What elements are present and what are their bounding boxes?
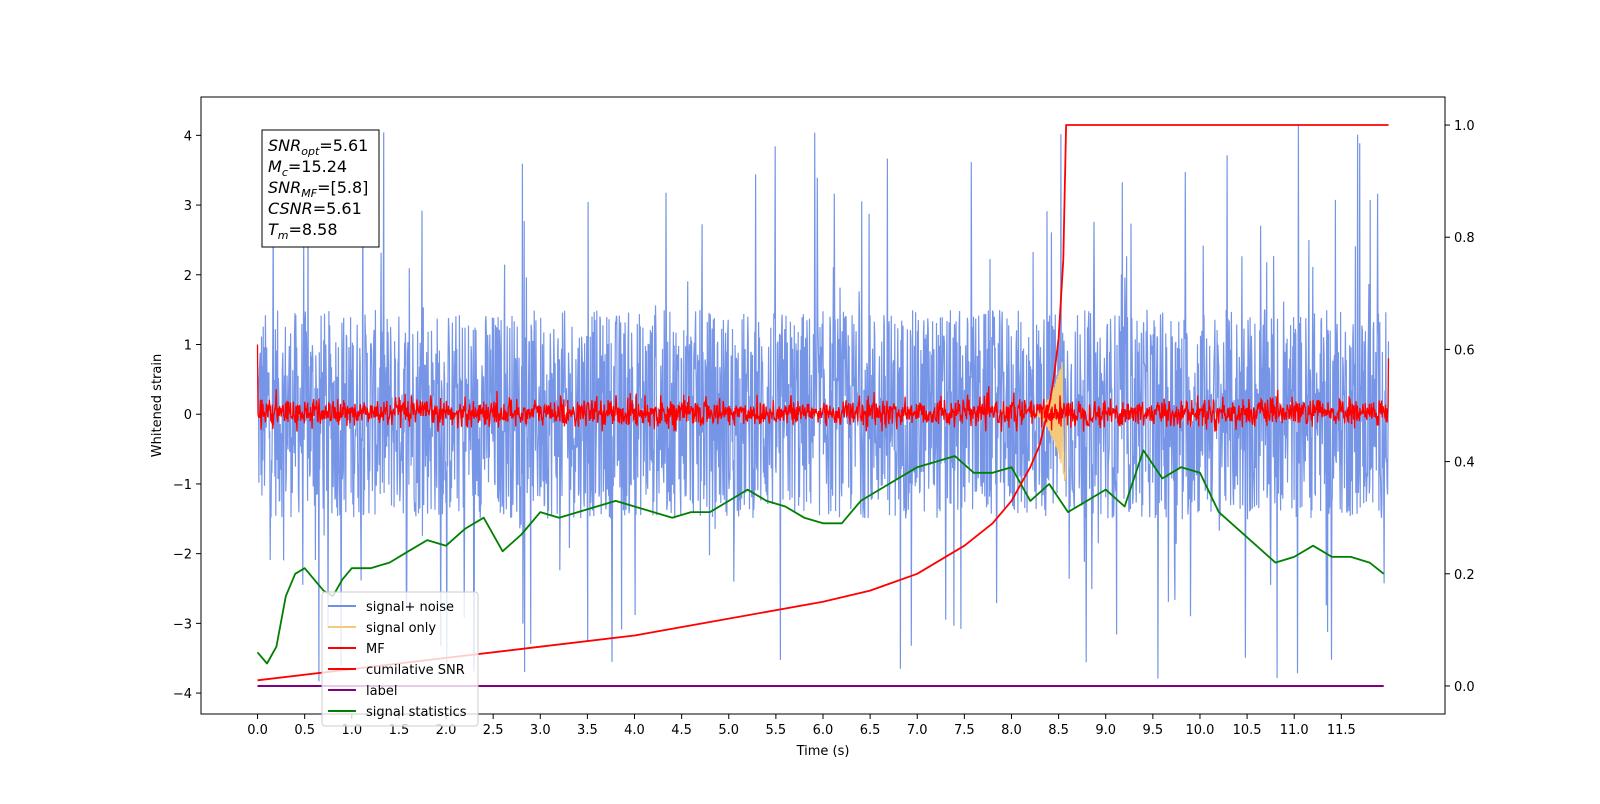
legend-label: label xyxy=(366,684,397,699)
x-tick-label: 4.5 xyxy=(671,723,692,738)
x-tick-label: 5.5 xyxy=(766,723,787,738)
series-signal-statistics-line xyxy=(256,449,1385,665)
legend-label: MF xyxy=(366,642,385,657)
legend-label: cumilative SNR xyxy=(366,663,465,678)
x-tick-label: 10.0 xyxy=(1185,723,1214,738)
y2-tick-label: 0.8 xyxy=(1454,231,1475,246)
x-tick-label: 1.0 xyxy=(341,723,362,738)
x-tick-label: 11.5 xyxy=(1327,723,1356,738)
y-tick-label: −1 xyxy=(173,478,192,493)
y2-tick-label: 0.6 xyxy=(1454,343,1475,358)
x-tick-label: 7.5 xyxy=(954,723,975,738)
x-tick-label: 0.0 xyxy=(247,723,268,738)
legend-label: signal+ noise xyxy=(366,600,454,615)
x-tick-label: 0.5 xyxy=(294,723,315,738)
legend-frame xyxy=(321,591,479,727)
y-tick-label: 1 xyxy=(184,338,192,353)
x-tick-label: 8.5 xyxy=(1048,723,1069,738)
y-tick-label: 2 xyxy=(184,269,192,284)
y-tick-label: −3 xyxy=(173,617,192,632)
y-tick-label: 4 xyxy=(184,129,192,144)
info-box-frame xyxy=(261,129,380,248)
info-box-line: SNRopt=5.61 xyxy=(268,136,368,158)
x-tick-label: 9.5 xyxy=(1143,723,1164,738)
info-box-line: CSNR=5.61 xyxy=(268,199,362,218)
x-tick-label: 10.5 xyxy=(1233,723,1262,738)
y2-tick-label: 0.4 xyxy=(1454,456,1475,471)
info-box-line: Tm=8.58 xyxy=(268,220,338,242)
x-tick-label: 1.5 xyxy=(389,723,410,738)
legend-label: signal statistics xyxy=(366,705,467,720)
y-tick-label: −2 xyxy=(173,548,192,563)
legend: signal+ noise signal only MF cumilative SNR… xyxy=(321,591,479,727)
series-mf-line xyxy=(256,344,1390,432)
y-axis-label: Whitened strain xyxy=(150,354,165,457)
y-tick-label: −4 xyxy=(173,687,192,702)
x-tick-label: 2.0 xyxy=(436,723,457,738)
x-tick-label: 4.0 xyxy=(624,723,645,738)
y2-tick-label: 0.2 xyxy=(1454,568,1475,583)
y-tick-label: 0 xyxy=(184,408,192,423)
y2-tick-label: 1.0 xyxy=(1454,119,1475,134)
x-tick-label: 9.0 xyxy=(1095,723,1116,738)
x-tick-label: 3.5 xyxy=(577,723,598,738)
x-tick-label: 3.0 xyxy=(530,723,551,738)
x-tick-label: 6.0 xyxy=(813,723,834,738)
series-cumulative-snr-line xyxy=(257,124,1389,682)
x-axis-label: Time (s) xyxy=(796,744,850,759)
y-tick-label: 3 xyxy=(184,199,192,214)
x-tick-label: 5.0 xyxy=(718,723,739,738)
info-box-line: Mc=15.24 xyxy=(268,157,347,179)
legend-label: signal only xyxy=(366,621,436,636)
x-tick-label: 8.0 xyxy=(1001,723,1022,738)
x-tick-label: 2.5 xyxy=(483,723,504,738)
x-tick-label: 11.0 xyxy=(1280,723,1309,738)
x-tick-label: 7.0 xyxy=(907,723,928,738)
y2-tick-label: 0.0 xyxy=(1454,680,1475,695)
x-tick-label: 6.5 xyxy=(860,723,881,738)
series-signal-noise-line xyxy=(256,124,1390,682)
axes-layer: 0.0 0.5 1.0 1.5 2.0 2.5 3.0 3.5 4.0 4.5 5.0 5.5 6.0 6… xyxy=(173,119,1475,738)
info-box-line: SNRMF=[5.8] xyxy=(268,178,368,200)
